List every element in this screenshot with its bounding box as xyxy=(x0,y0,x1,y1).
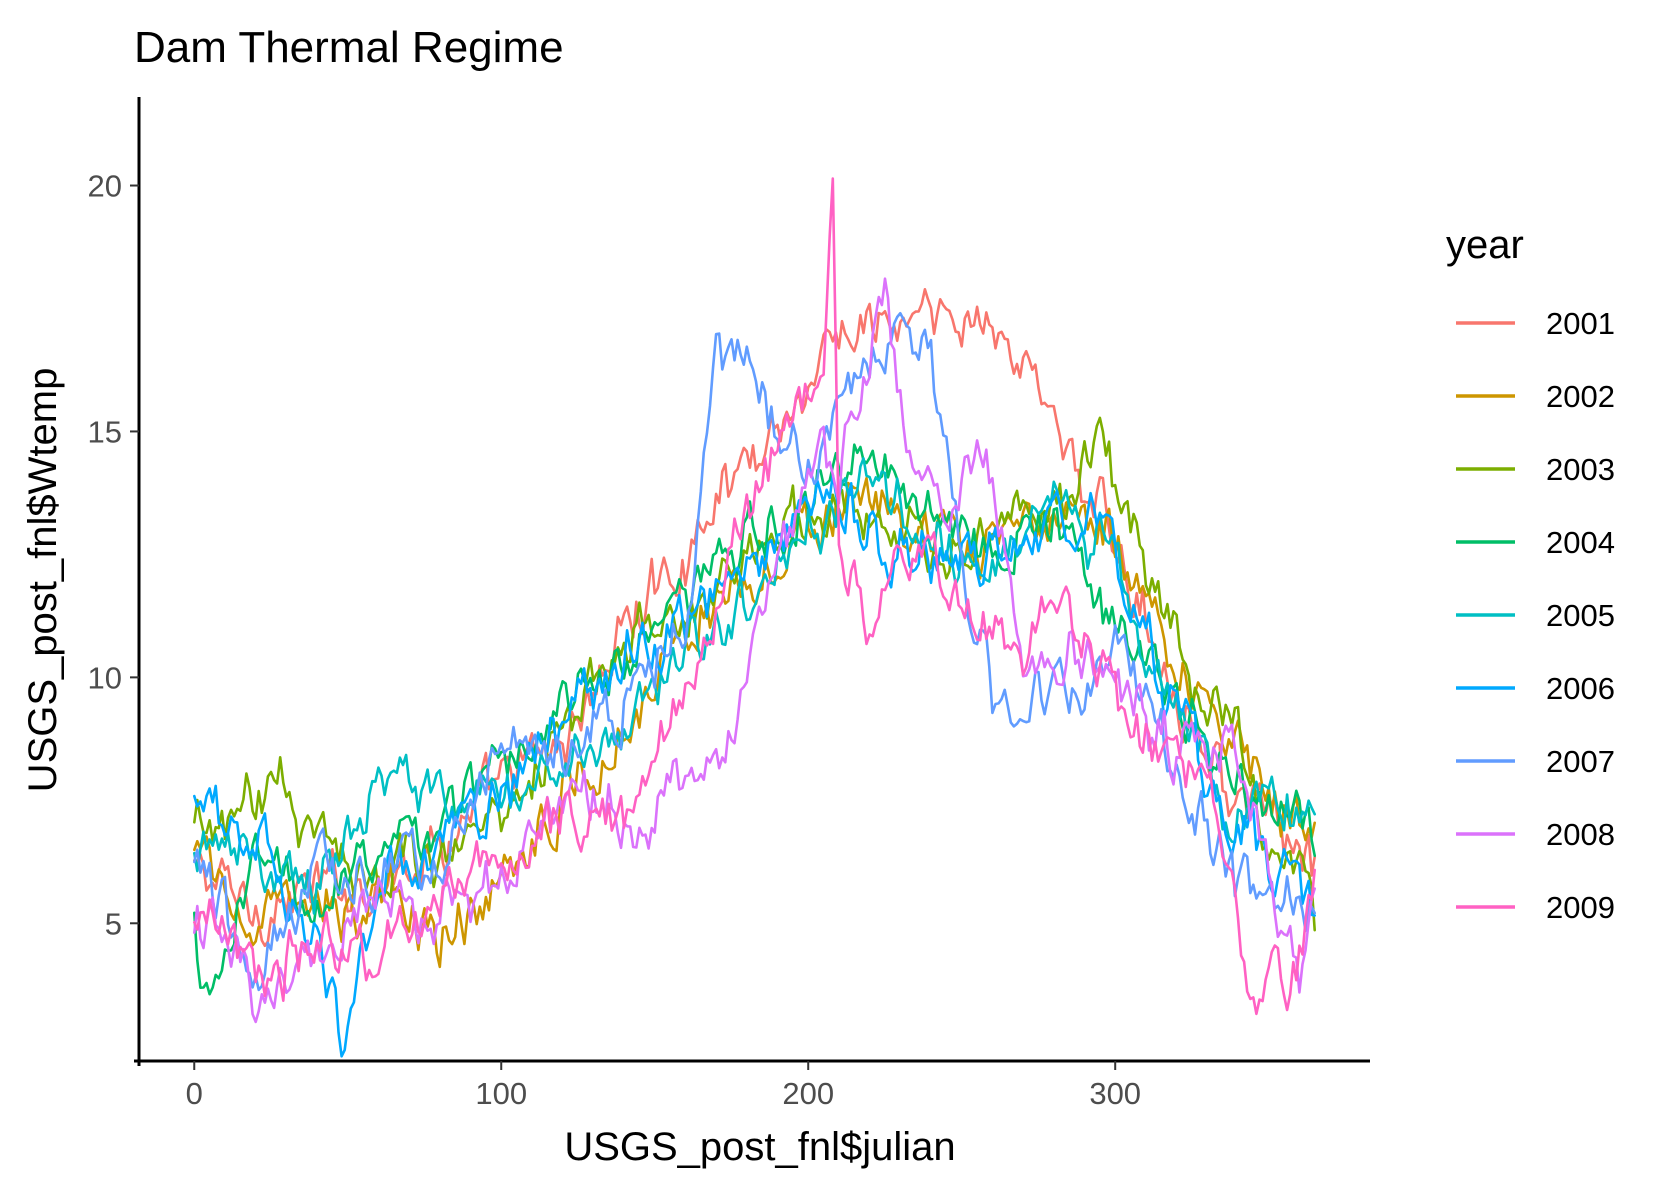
y-tick-label: 5 xyxy=(105,906,122,941)
x-tick-label: 200 xyxy=(782,1076,834,1111)
legend-item: 2001 xyxy=(1456,306,1615,341)
legend: year 20012002200320042005200620072008200… xyxy=(1446,223,1615,925)
series-line-2005 xyxy=(193,456,1316,915)
y-tick-label: 10 xyxy=(88,660,122,695)
legend-item: 2009 xyxy=(1456,890,1615,925)
legend-label: 2005 xyxy=(1546,598,1615,633)
legend-label: 2006 xyxy=(1546,671,1615,706)
legend-item: 2008 xyxy=(1456,817,1615,852)
x-tick-label: 100 xyxy=(475,1076,527,1111)
series-line-2004 xyxy=(193,443,1316,996)
y-tick-label: 15 xyxy=(88,414,122,449)
series-layer xyxy=(193,177,1316,1058)
x-tick-label: 0 xyxy=(186,1076,203,1111)
legend-title: year xyxy=(1446,223,1524,267)
legend-label: 2002 xyxy=(1546,379,1615,414)
legend-label: 2007 xyxy=(1546,744,1615,779)
legend-label: 2001 xyxy=(1546,306,1615,341)
legend-item: 2006 xyxy=(1456,671,1615,706)
legend-label: 2009 xyxy=(1546,890,1615,925)
plot-area: 0 100 200 300 5 10 15 20 xyxy=(88,97,1370,1111)
legend-items: 2001 2002 2003 2004 2005 2006 2007 2008 2009 xyxy=(1456,306,1615,925)
legend-item: 2004 xyxy=(1456,525,1615,560)
legend-label: 2008 xyxy=(1546,817,1615,852)
y-axis-title: USGS_post_fnl$Wtemp xyxy=(21,368,65,793)
chart-title: Dam Thermal Regime xyxy=(134,23,564,72)
legend-item: 2007 xyxy=(1456,744,1615,779)
legend-label: 2004 xyxy=(1546,525,1615,560)
series-line-2009 xyxy=(193,177,1316,1016)
series-line-2002 xyxy=(193,476,1316,969)
legend-label: 2003 xyxy=(1546,452,1615,487)
x-axis-title: USGS_post_fnl$julian xyxy=(564,1125,955,1169)
legend-item: 2002 xyxy=(1456,379,1615,414)
series-line-2001 xyxy=(193,287,1316,948)
series-line-2008 xyxy=(193,277,1316,1024)
legend-item: 2003 xyxy=(1456,452,1615,487)
ticks-layer: 0 100 200 300 5 10 15 20 xyxy=(88,169,1142,1111)
legend-item: 2005 xyxy=(1456,598,1615,633)
series-line-2006 xyxy=(193,473,1316,1058)
y-tick-label: 20 xyxy=(88,169,122,204)
x-tick-label: 300 xyxy=(1089,1076,1141,1111)
